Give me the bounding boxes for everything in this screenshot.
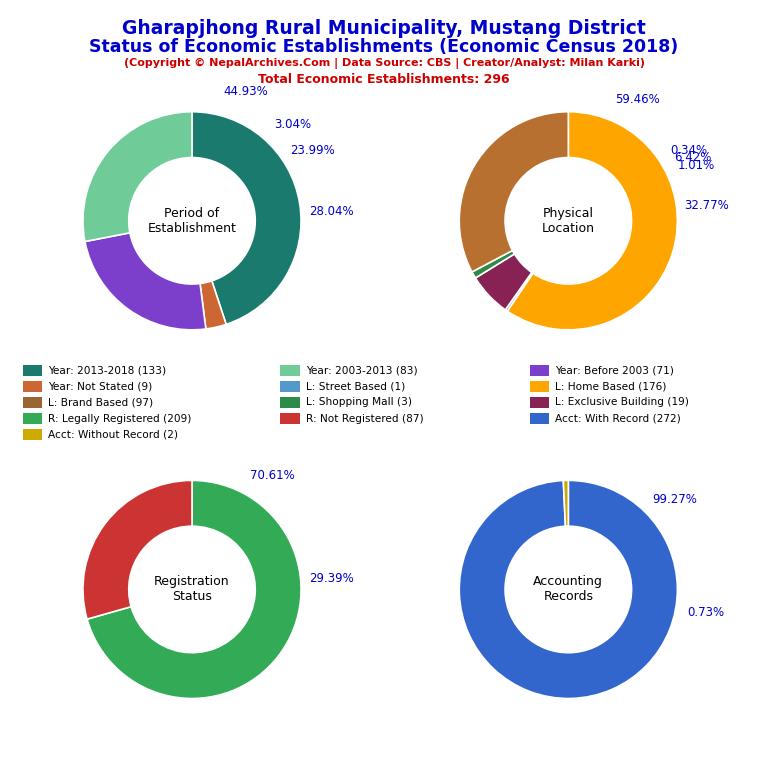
- Wedge shape: [85, 233, 206, 329]
- Wedge shape: [200, 281, 226, 329]
- Text: L: Brand Based (97): L: Brand Based (97): [48, 397, 154, 408]
- Text: 44.93%: 44.93%: [223, 85, 268, 98]
- Text: 59.46%: 59.46%: [615, 93, 660, 106]
- Text: Year: 2013-2018 (133): Year: 2013-2018 (133): [48, 365, 167, 376]
- Text: Total Economic Establishments: 296: Total Economic Establishments: 296: [258, 73, 510, 86]
- Wedge shape: [87, 481, 301, 698]
- Wedge shape: [472, 250, 515, 278]
- Text: L: Exclusive Building (19): L: Exclusive Building (19): [555, 397, 689, 408]
- Text: L: Shopping Mall (3): L: Shopping Mall (3): [306, 397, 412, 408]
- Text: Year: 2003-2013 (83): Year: 2003-2013 (83): [306, 365, 417, 376]
- Wedge shape: [507, 111, 677, 329]
- Text: Acct: Without Record (2): Acct: Without Record (2): [48, 429, 178, 440]
- Text: 99.27%: 99.27%: [652, 492, 697, 505]
- Text: 23.99%: 23.99%: [290, 144, 335, 157]
- Wedge shape: [192, 111, 301, 324]
- Text: Status of Economic Establishments (Economic Census 2018): Status of Economic Establishments (Econo…: [89, 38, 679, 56]
- Text: R: Legally Registered (209): R: Legally Registered (209): [48, 413, 192, 424]
- Wedge shape: [459, 111, 568, 272]
- Text: 3.04%: 3.04%: [275, 118, 312, 131]
- Wedge shape: [505, 273, 533, 311]
- Text: Year: Not Stated (9): Year: Not Stated (9): [48, 381, 153, 392]
- Text: Period of
Establishment: Period of Establishment: [147, 207, 237, 235]
- Text: (Copyright © NepalArchives.Com | Data Source: CBS | Creator/Analyst: Milan Karki: (Copyright © NepalArchives.Com | Data So…: [124, 58, 644, 69]
- Text: 1.01%: 1.01%: [678, 159, 715, 172]
- Wedge shape: [83, 481, 192, 619]
- Text: Acct: With Record (272): Acct: With Record (272): [555, 413, 681, 424]
- Text: 32.77%: 32.77%: [684, 199, 730, 212]
- Text: L: Home Based (176): L: Home Based (176): [555, 381, 667, 392]
- Wedge shape: [83, 111, 192, 241]
- Text: 0.73%: 0.73%: [687, 606, 724, 619]
- Text: 28.04%: 28.04%: [309, 204, 353, 217]
- Text: L: Street Based (1): L: Street Based (1): [306, 381, 405, 392]
- Text: 29.39%: 29.39%: [309, 571, 353, 584]
- Text: 6.42%: 6.42%: [674, 151, 711, 164]
- Text: Accounting
Records: Accounting Records: [534, 575, 603, 604]
- Text: Gharapjhong Rural Municipality, Mustang District: Gharapjhong Rural Municipality, Mustang …: [122, 19, 646, 38]
- Text: Registration
Status: Registration Status: [154, 575, 230, 604]
- Text: Physical
Location: Physical Location: [541, 207, 595, 235]
- Text: 70.61%: 70.61%: [250, 469, 295, 482]
- Text: R: Not Registered (87): R: Not Registered (87): [306, 413, 423, 424]
- Wedge shape: [459, 481, 677, 698]
- Wedge shape: [563, 481, 568, 526]
- Text: 0.34%: 0.34%: [670, 144, 707, 157]
- Text: Year: Before 2003 (71): Year: Before 2003 (71): [555, 365, 674, 376]
- Wedge shape: [475, 254, 531, 310]
